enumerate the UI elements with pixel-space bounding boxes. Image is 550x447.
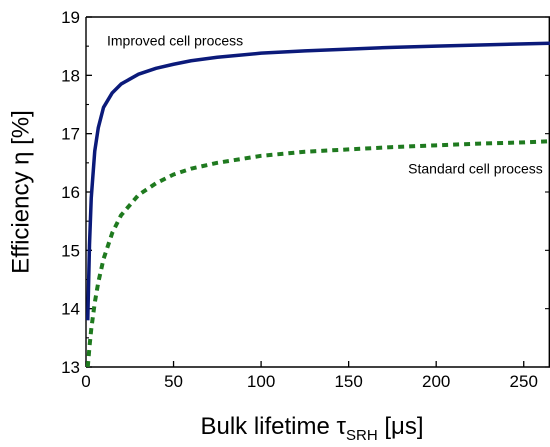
y-tick-label: 17 [61,125,80,144]
x-axis-label: Bulk lifetime τSRH [μs] [200,413,423,444]
y-ticks: 13 14 15 16 17 18 19 [61,8,550,377]
y-tick-label: 19 [61,8,80,27]
plot-area: 0 50 100 150 200 250 13 14 15 16 17 18 19 Improved … [61,8,550,391]
x-tick-label: 0 [81,372,90,391]
annotations: Improved cell process Standard cell proce… [107,32,543,176]
y-tick-label: 14 [61,300,80,319]
x-tick-label: 100 [247,372,275,391]
x-tick-label: 200 [422,372,450,391]
y-tick-label: 15 [61,241,80,260]
annotation-improved: Improved cell process [107,32,243,48]
y-axis-label: Efficiency η [%] [7,110,34,274]
y-tick-label: 13 [61,358,80,377]
series-line-improved [86,41,550,321]
x-axis-label-unit: [μs] [378,413,424,440]
y-tick-label: 18 [61,66,80,85]
x-axis-label-main: Bulk lifetime τ [200,413,346,440]
x-tick-label: 250 [510,372,538,391]
y-tick-label: 16 [61,183,80,202]
series-lines [85,41,550,368]
annotation-standard: Standard cell process [408,161,543,177]
series-line-standard [85,139,550,368]
x-axis-label-subscript: SRH [346,427,378,444]
x-tick-label: 50 [164,372,183,391]
x-tick-label: 150 [334,372,362,391]
x-ticks: 0 50 100 150 200 250 [81,361,538,391]
